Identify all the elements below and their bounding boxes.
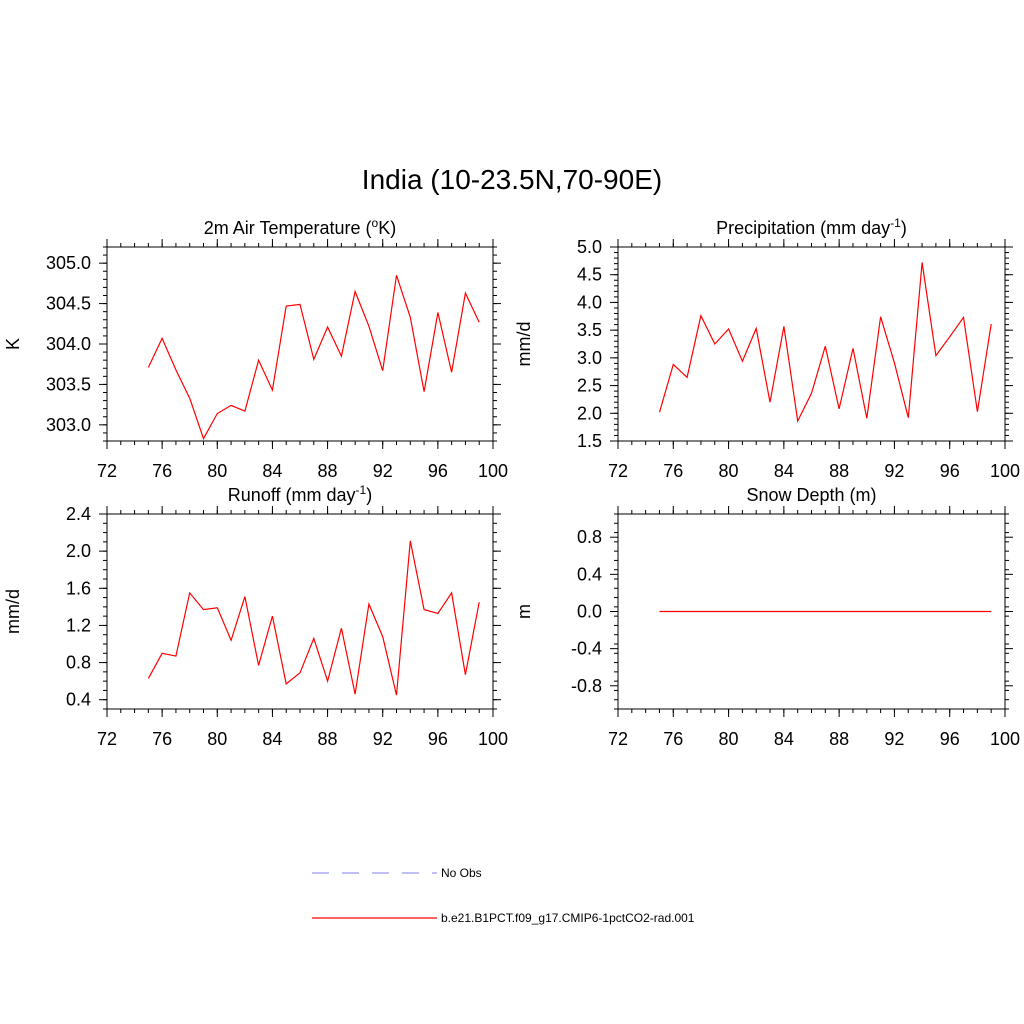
panel-title-text: Precipitation (mm day xyxy=(716,218,890,238)
y-tick-label: 0.8 xyxy=(66,653,91,673)
y-tick-label: 2.0 xyxy=(66,541,91,561)
y-tick-label: 2.0 xyxy=(577,403,602,423)
chart-panel-2: 1.5 2.0 2.5 3.0 3.5 4.0 4.5 5.0 72 76 80 84 88 92 96 10… xyxy=(514,216,1020,481)
y-tick-label: 304.5 xyxy=(46,294,91,314)
y-tick-label: 5.0 xyxy=(577,237,602,257)
y-axis-label: K xyxy=(3,338,23,350)
legend-item-1: No Obs xyxy=(312,866,482,880)
panel-title-text-end: ) xyxy=(366,485,372,505)
x-tick-label: 92 xyxy=(884,729,904,749)
panel-title: Snow Depth (m) xyxy=(746,485,876,505)
x-tick-label: 76 xyxy=(152,461,172,481)
y-axis-label: m xyxy=(514,604,534,619)
x-tick-label: 72 xyxy=(97,461,117,481)
x-tick-label: 72 xyxy=(608,729,628,749)
x-tick-label: 72 xyxy=(608,461,628,481)
x-tick-label: 80 xyxy=(207,461,227,481)
y-tick-label: 4.5 xyxy=(577,265,602,285)
panel-title: Runoff (mm day-1) xyxy=(228,483,372,505)
panel-title-text: 2m Air Temperature ( xyxy=(204,218,372,238)
y-tick-label: -0.8 xyxy=(571,676,602,696)
x-tick-label: 88 xyxy=(318,461,338,481)
y-tick-label: 305.0 xyxy=(46,253,91,273)
y-tick-label: 1.6 xyxy=(66,578,91,598)
x-tick-label: 80 xyxy=(719,729,739,749)
x-tick-label: 76 xyxy=(152,729,172,749)
y-tick-label: 304.0 xyxy=(46,334,91,354)
y-axis-label: mm/d xyxy=(3,589,23,634)
y-tick-label: 0.8 xyxy=(577,527,602,547)
x-tick-label: 88 xyxy=(829,461,849,481)
y-tick-label: 2.5 xyxy=(577,376,602,396)
x-tick-label: 92 xyxy=(884,461,904,481)
x-tick-label: 76 xyxy=(663,461,683,481)
panel-title-superscript: o xyxy=(372,216,379,230)
y-tick-label: 4.0 xyxy=(577,292,602,312)
x-tick-label: 72 xyxy=(97,729,117,749)
y-tick-label: -0.4 xyxy=(571,639,602,659)
x-tick-label: 96 xyxy=(428,461,448,481)
panel-title: Precipitation (mm day-1) xyxy=(716,216,907,238)
y-tick-label: 0.4 xyxy=(66,690,91,710)
x-tick-label: 84 xyxy=(774,729,794,749)
x-tick-label: 96 xyxy=(940,729,960,749)
x-tick-label: 96 xyxy=(940,461,960,481)
y-tick-label: 2.4 xyxy=(66,504,91,524)
panel-title-text-end: K) xyxy=(378,218,396,238)
panel-title-superscript: -1 xyxy=(890,216,901,230)
x-tick-label: 100 xyxy=(990,461,1020,481)
x-tick-label: 96 xyxy=(428,729,448,749)
series-line-1 xyxy=(147,275,480,441)
y-tick-label: 303.5 xyxy=(46,374,91,394)
panel-title-text: Snow Depth (m) xyxy=(746,485,876,505)
panel-title-text: Runoff (mm day xyxy=(228,485,356,505)
legend-item-2: b.e21.B1PCT.f09_g17.CMIP6-1pctCO2-rad.00… xyxy=(312,911,695,925)
panel-title-text-end: ) xyxy=(901,218,907,238)
x-tick-label: 76 xyxy=(663,729,683,749)
panel-title: 2m Air Temperature (oK) xyxy=(204,216,396,238)
y-tick-label: 1.5 xyxy=(577,431,602,451)
x-tick-label: 88 xyxy=(318,729,338,749)
y-tick-label: 3.0 xyxy=(577,348,602,368)
x-tick-label: 84 xyxy=(774,461,794,481)
y-tick-label: 3.5 xyxy=(577,320,602,340)
x-tick-label: 92 xyxy=(373,729,393,749)
x-tick-label: 80 xyxy=(719,461,739,481)
x-tick-label: 88 xyxy=(829,729,849,749)
plot-frame xyxy=(617,246,1006,442)
plot-frame xyxy=(106,513,494,710)
y-tick-label: 303.0 xyxy=(46,415,91,435)
x-tick-label: 84 xyxy=(262,729,282,749)
y-tick-label: 0.4 xyxy=(577,564,602,584)
y-tick-label: 1.2 xyxy=(66,615,91,635)
series-line-1 xyxy=(147,540,480,696)
legend-label: No Obs xyxy=(441,866,482,880)
x-tick-label: 100 xyxy=(478,461,508,481)
y-tick-label: 0.0 xyxy=(577,602,602,622)
x-tick-label: 84 xyxy=(262,461,282,481)
chart-panel-3: 0.4 0.8 1.2 1.6 2.0 2.4 72 76 80 84 88 92 96 100 Runof… xyxy=(3,483,508,749)
y-axis-label: mm/d xyxy=(514,322,534,367)
series-line-1 xyxy=(658,262,992,423)
chart-panel-1: 303.0 303.5 304.0 304.5 305.0 72 76 80 84 88 92 96 1… xyxy=(3,216,508,481)
x-tick-label: 92 xyxy=(373,461,393,481)
legend: No Obs b.e21.B1PCT.f09_g17.CMIP6-1pctCO2-… xyxy=(312,866,695,925)
x-tick-label: 80 xyxy=(207,729,227,749)
figure-title: India (10-23.5N,70-90E) xyxy=(361,164,663,195)
chart-panel-4: -0.8 -0.4 0.0 0.4 0.8 72 76 80 84 88 92 96 100 Snow D… xyxy=(514,485,1020,749)
legend-label: b.e21.B1PCT.f09_g17.CMIP6-1pctCO2-rad.00… xyxy=(441,911,695,925)
x-tick-label: 100 xyxy=(478,729,508,749)
panel-title-superscript: -1 xyxy=(356,483,367,497)
x-tick-label: 100 xyxy=(990,729,1020,749)
